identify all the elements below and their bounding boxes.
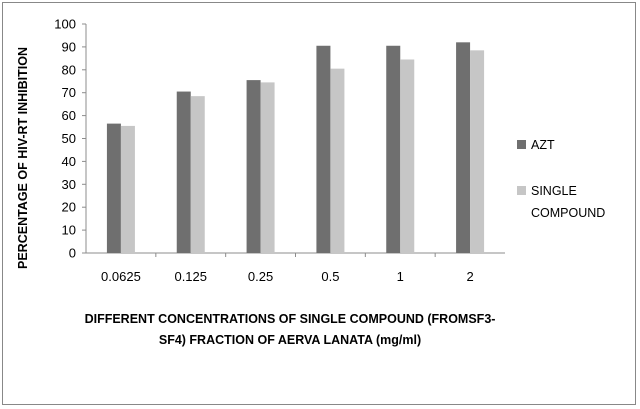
bar-single-compound (120, 125, 135, 253)
bar-azt (246, 80, 261, 253)
legend-swatch-azt (517, 140, 526, 149)
bar-single-compound (330, 68, 345, 253)
x-tick-label: 0.25 (248, 269, 273, 284)
bars (106, 42, 485, 254)
y-tick-label: 60 (62, 108, 76, 123)
y-tick-label: 90 (62, 39, 76, 54)
y-tick-label: 0 (69, 246, 76, 261)
legend: AZT SINGLE COMPOUND (517, 138, 605, 220)
bar-azt (176, 91, 191, 254)
legend-label-single-compound: SINGLE COMPOUND (531, 184, 605, 220)
legend-label-line: COMPOUND (531, 206, 605, 220)
y-tick-label: 40 (62, 154, 76, 169)
legend-label-azt: AZT (531, 138, 555, 152)
y-tick-label: 20 (62, 200, 76, 215)
x-axis-ticks: 0.0625 0.125 0.25 0.5 1 2 (101, 253, 474, 284)
x-tick-label: 2 (466, 269, 473, 284)
x-tick-label: 0.125 (174, 269, 207, 284)
bar-azt (316, 45, 331, 253)
y-axis-title: PERCENTAGE OF HIV-RT INHIBITION (16, 47, 30, 269)
y-tick-label: 80 (62, 62, 76, 77)
legend-swatch-single-compound (517, 186, 526, 195)
y-tick-label: 10 (62, 223, 76, 238)
y-tick-label: 70 (62, 85, 76, 100)
x-axis-title-line-2: SF4) FRACTION OF AERVA LANATA (mg/ml) (159, 333, 421, 347)
x-tick-label: 0.5 (321, 269, 339, 284)
bar-single-compound (400, 59, 415, 254)
y-tick-label: 100 (54, 17, 76, 32)
bar-azt (106, 123, 121, 254)
y-tick-label: 50 (62, 131, 76, 146)
bar-single-compound (470, 50, 485, 254)
x-tick-label: 0.0625 (101, 269, 141, 284)
bar-single-compound (190, 96, 205, 253)
bar-single-compound (260, 82, 275, 254)
bar-azt (386, 45, 401, 253)
y-tick-label: 30 (62, 177, 76, 192)
y-axis-ticks: 0 10 20 30 40 50 60 70 80 90 100 (54, 17, 86, 261)
x-tick-label: 1 (397, 269, 404, 284)
x-axis-title-line-1: DIFFERENT CONCENTRATIONS OF SINGLE COMPO… (85, 312, 496, 326)
bar-azt (456, 42, 471, 253)
legend-label-line: SINGLE (531, 184, 577, 198)
